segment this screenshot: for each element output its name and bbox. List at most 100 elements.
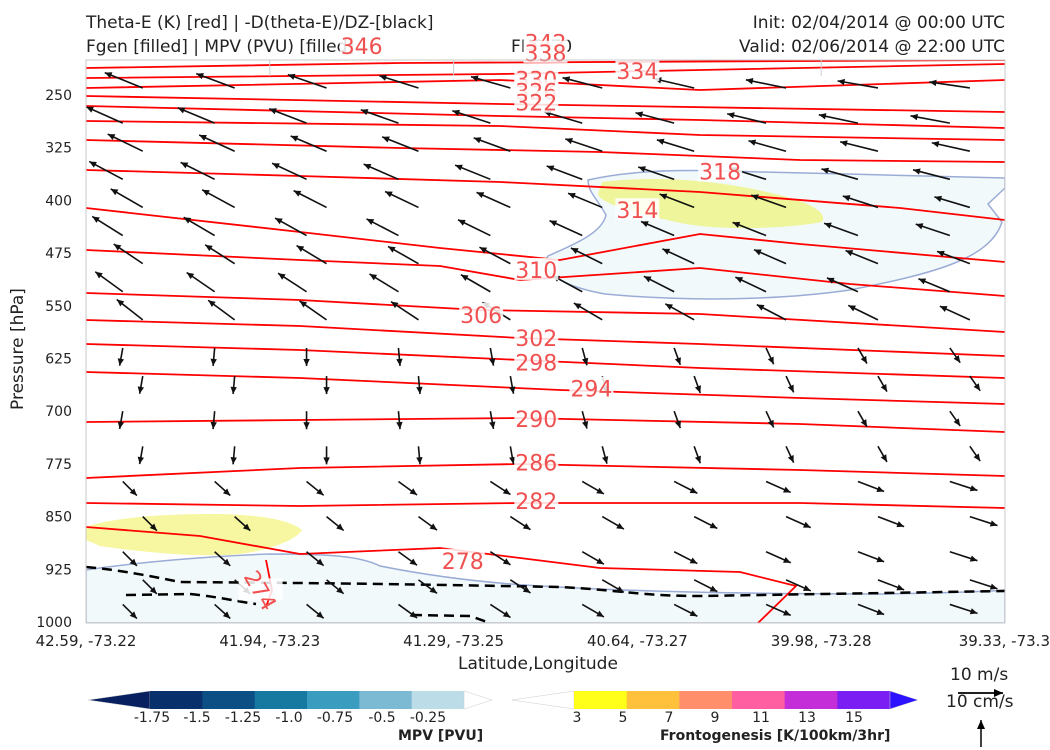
wind-vector xyxy=(857,347,868,364)
wind-vector xyxy=(306,551,325,567)
wind-vector xyxy=(293,189,327,209)
thetae-contour-6 xyxy=(86,139,1005,163)
wind-vector xyxy=(562,76,603,89)
plot-frame xyxy=(85,59,1006,624)
fgen-colorbar-label-3: 9 xyxy=(711,710,720,726)
wind-vector xyxy=(765,480,792,494)
wind-vector xyxy=(949,550,978,562)
fgen-colorbar-label-2: 7 xyxy=(665,710,674,726)
wind-vector xyxy=(857,603,885,616)
wind-vector xyxy=(673,410,682,429)
wind-vector xyxy=(379,74,419,89)
wind-vector xyxy=(693,579,718,593)
contour-label-bg-282 xyxy=(514,489,559,512)
title-line-1: Theta-E (K) [red] | -D(theta-E)/DZ-[blac… xyxy=(86,13,434,33)
wind-vector xyxy=(732,221,767,237)
contour-label-bg-306 xyxy=(459,302,504,325)
y-tick-label-1000: 1000 xyxy=(36,615,72,631)
wind-vector xyxy=(381,136,419,152)
dthetae-dz-contour xyxy=(86,565,1005,598)
wind-vector xyxy=(857,410,868,428)
wind-vector xyxy=(107,133,144,152)
wind-vector xyxy=(390,300,419,321)
wind-vector xyxy=(549,219,583,237)
contour-label-282: 282 xyxy=(515,490,557,515)
wind-vector xyxy=(117,347,125,366)
wind-vector xyxy=(91,215,124,237)
y-tick-label-325: 325 xyxy=(45,141,72,157)
wind-vector xyxy=(601,446,609,464)
x-axis-label: Latitude,Longitude xyxy=(458,654,618,674)
wind-vector xyxy=(969,579,998,590)
wind-vector xyxy=(177,107,215,124)
y-tick-label-625: 625 xyxy=(45,352,72,368)
mpv-colorbar-swatch-2 xyxy=(202,691,256,709)
wind-vector xyxy=(110,188,144,209)
wind-vector xyxy=(210,347,217,366)
wind-vector xyxy=(670,60,675,61)
mpv-colorbar-swatch-1 xyxy=(150,691,203,709)
mpv-colorbar-label-2: -1.25 xyxy=(225,710,261,726)
wind-vector xyxy=(745,78,787,89)
x-tick-label-0: 42.59, -73.22 xyxy=(36,632,137,650)
wind-vector xyxy=(304,60,307,61)
wind-vector xyxy=(473,137,511,152)
y-tick-label-250: 250 xyxy=(45,88,72,104)
fgen-colorbar-swatch-1 xyxy=(574,691,628,709)
wind-vector xyxy=(877,579,905,591)
wind-vector xyxy=(910,113,951,124)
wind-vector xyxy=(323,376,330,395)
wind-vector xyxy=(180,161,216,181)
wind-vector xyxy=(369,273,399,293)
wind-vector xyxy=(509,515,531,531)
fgen-colorbar-label-4: 11 xyxy=(752,710,770,726)
wind-vector xyxy=(839,140,879,152)
wind-vector xyxy=(673,480,698,494)
wind-vector xyxy=(969,515,998,527)
wind-vector xyxy=(142,579,158,595)
wind-vector xyxy=(567,192,603,209)
y-tick-label-700: 700 xyxy=(45,404,72,420)
wind-vector xyxy=(912,168,951,181)
wind-vector xyxy=(601,515,625,530)
wind-vector xyxy=(918,277,951,293)
wind-vector xyxy=(303,411,310,430)
contour-label-334: 334 xyxy=(616,60,658,85)
wind-vector xyxy=(94,271,124,293)
init-time: Init: 02/04/2014 @ 00:00 UTC xyxy=(752,13,1005,33)
wind-vector xyxy=(635,111,675,124)
x-tick-label-3: 40.64, -73.27 xyxy=(587,632,688,650)
wind-vector xyxy=(489,411,496,430)
wind-vector xyxy=(750,194,787,209)
wind-vector xyxy=(416,446,423,465)
wind-vector xyxy=(207,299,236,321)
wind-vector xyxy=(857,550,885,563)
wind-vector xyxy=(693,515,718,530)
wind-vector xyxy=(753,248,787,265)
mpv-colorbar-label-0: -1.75 xyxy=(134,710,170,726)
thetae-contour-9 xyxy=(86,249,1005,297)
wind-vector xyxy=(934,195,971,209)
contour-label-278: 278 xyxy=(442,550,484,575)
y-tick-label-550: 550 xyxy=(45,299,72,315)
wind-vector xyxy=(821,167,859,181)
thetae-contour-17 xyxy=(86,526,798,623)
wind-vector xyxy=(565,138,603,152)
fgen-colorbar-swatch-4 xyxy=(732,691,786,709)
wind-vector xyxy=(120,60,123,61)
wind-vector xyxy=(640,220,675,237)
contour-label-bg-346 xyxy=(339,33,384,56)
thetae-contour-3 xyxy=(86,95,1005,113)
wind-vector xyxy=(88,160,124,181)
wind-vector xyxy=(384,190,419,209)
wind-vector xyxy=(664,303,695,321)
fgen-colorbar-label-0: 3 xyxy=(573,710,582,726)
wind-vector xyxy=(296,244,327,265)
wind-vector xyxy=(489,551,511,566)
contour-label-302: 302 xyxy=(515,327,557,352)
wind-vector xyxy=(823,222,859,237)
wind-vector xyxy=(826,277,859,293)
wind-vector xyxy=(489,347,496,366)
wind-vector xyxy=(756,303,787,321)
